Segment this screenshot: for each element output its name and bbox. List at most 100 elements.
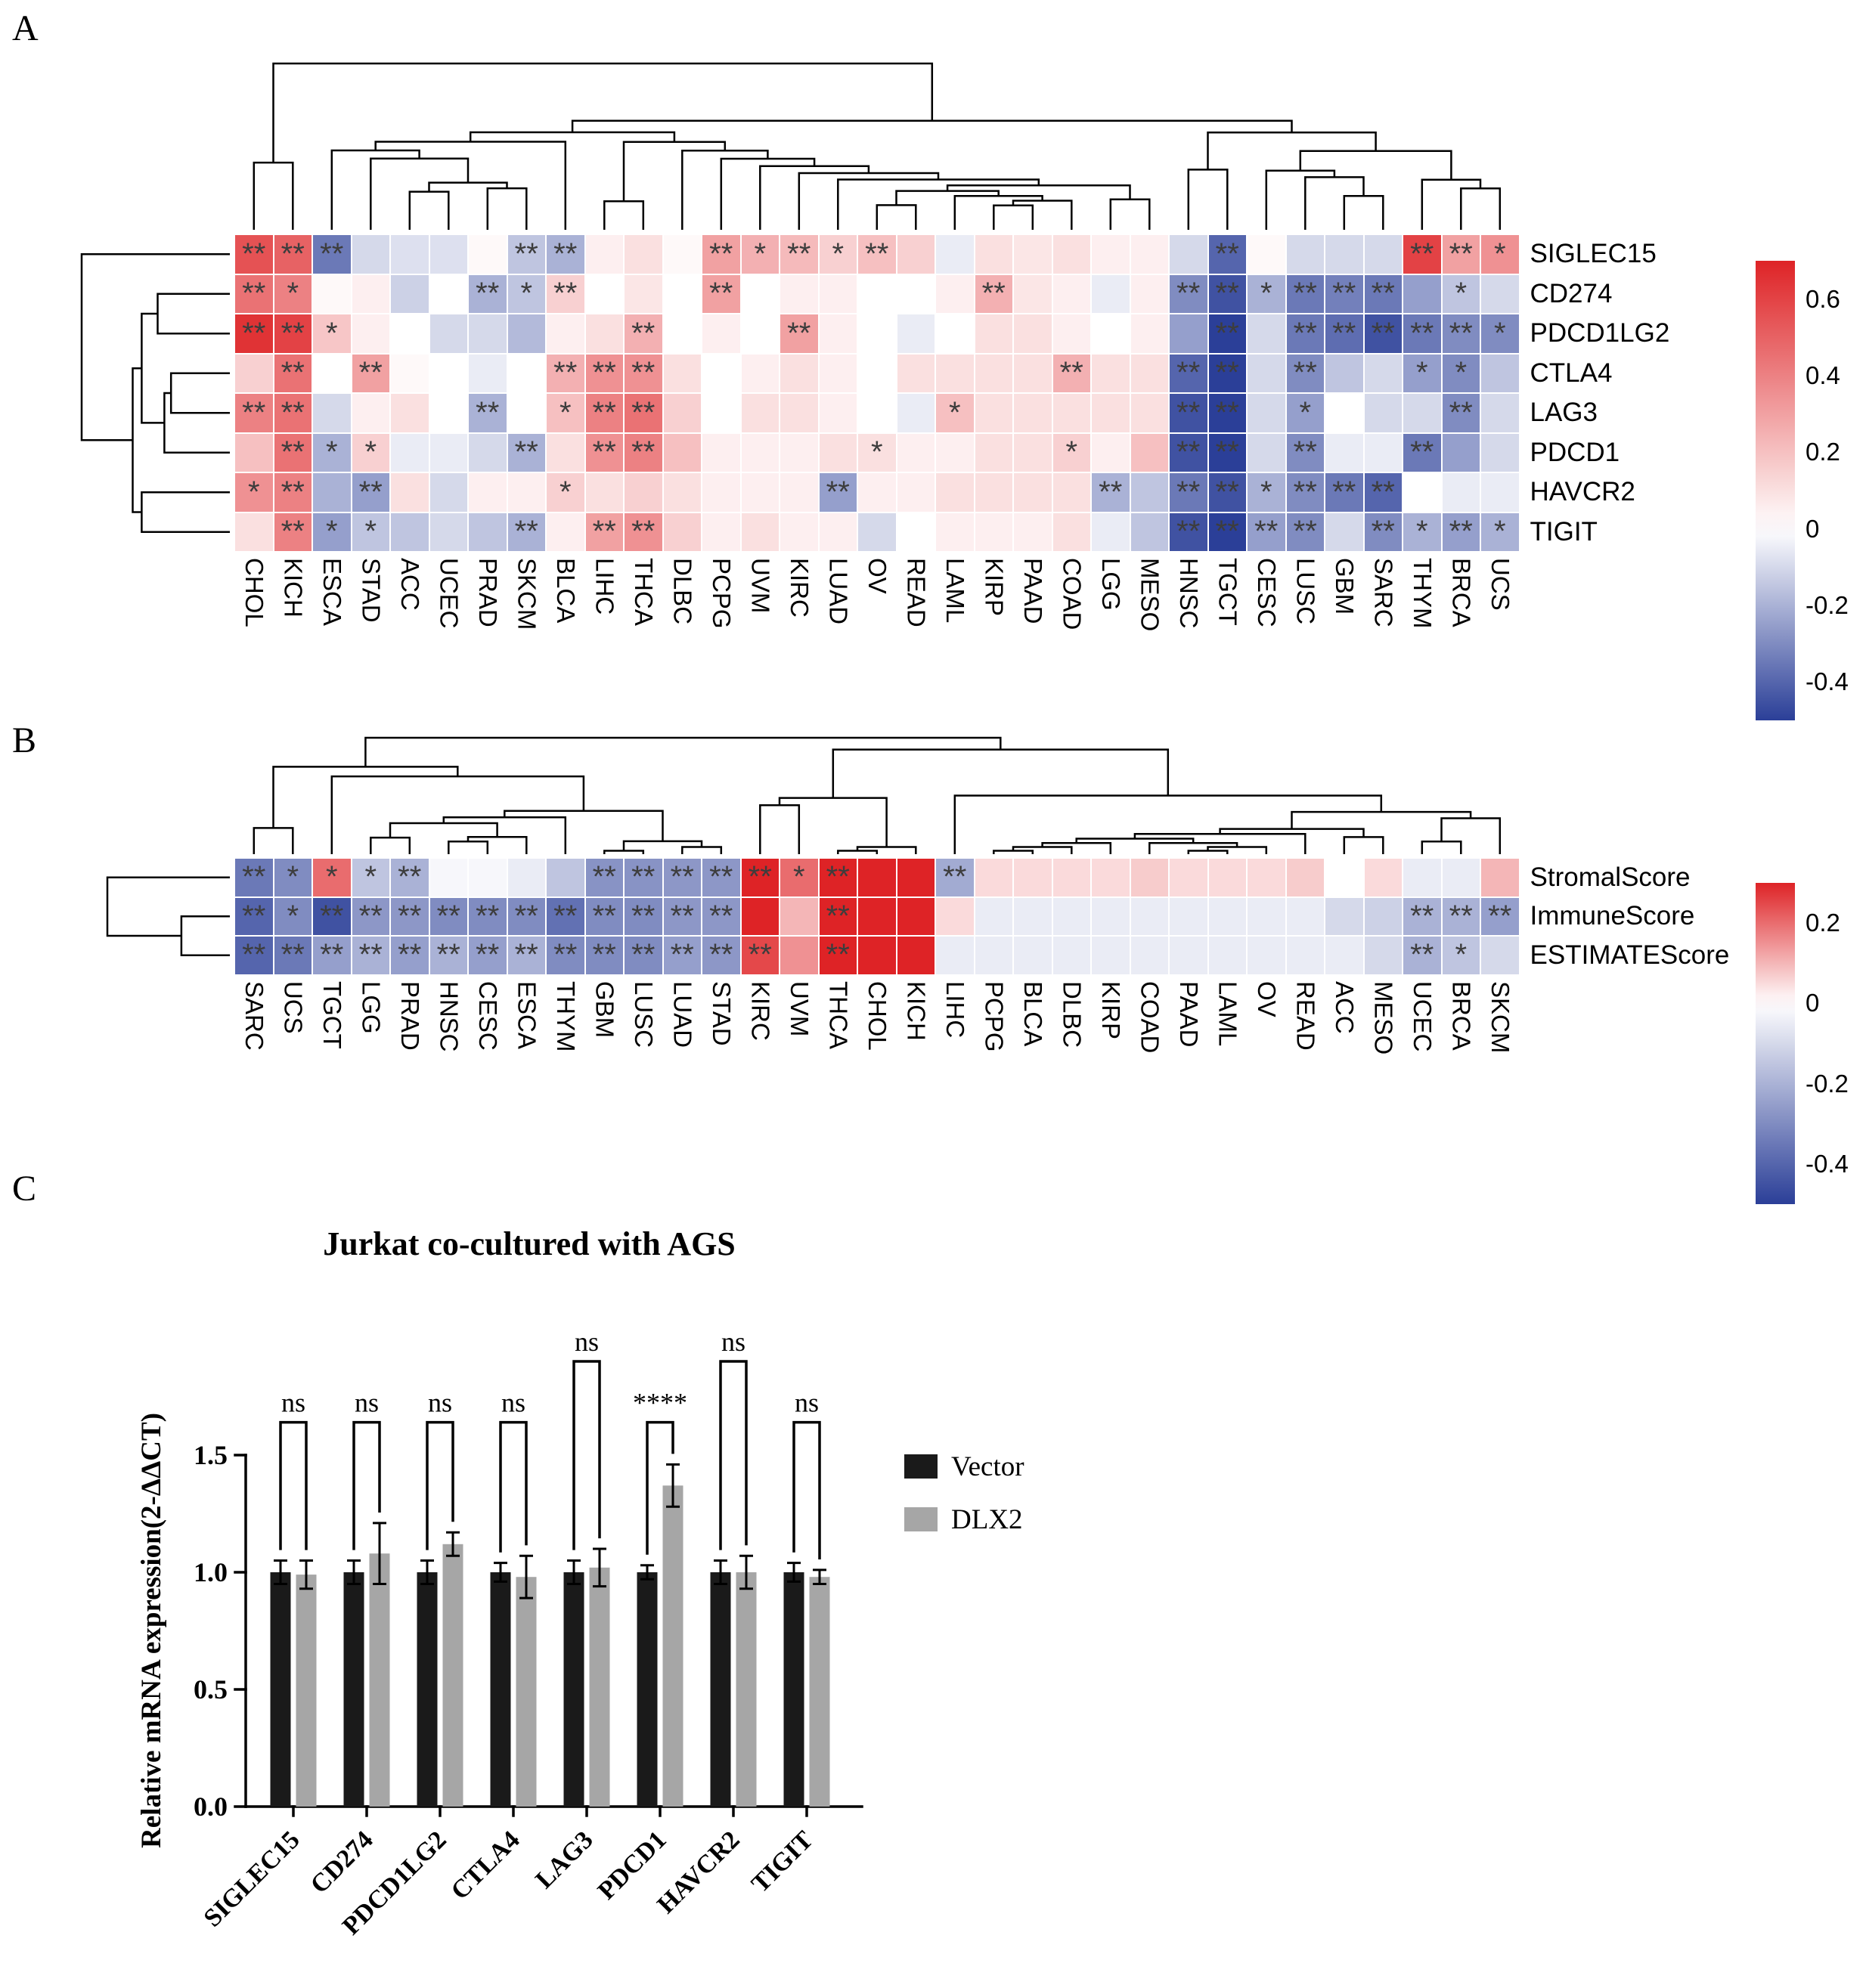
column-label-text: GBM [590, 980, 619, 1038]
heatmap-cell-TIGIT-PRAD [468, 512, 507, 552]
column-label-text: OV [863, 558, 891, 594]
heatmap-cell-TIGIT-SARC: ** [1363, 512, 1403, 552]
heatmap-cell-ESTIMATEScore-MESO [1363, 936, 1403, 975]
heatmap-cell-ImmuneScore-LAML [1207, 896, 1247, 936]
heatmap-cell-LAG3-CHOL: ** [234, 393, 274, 433]
heatmap-cell-PDCD1-HNSC: ** [1169, 432, 1208, 472]
bar-dlx2-CD274 [369, 1553, 390, 1807]
heatmap-cell-HAVCR2-ESCA [312, 472, 352, 512]
column-label-text: UCS [279, 980, 308, 1034]
heatmap-cell-TIGIT-DLBC [662, 512, 702, 552]
significance-marker: ** [709, 899, 733, 933]
significance-label: ns [428, 1388, 452, 1418]
heatmap-cell-ImmuneScore-CHOL [857, 896, 897, 936]
column-label-LGG: LGG [352, 981, 391, 1034]
heatmap-cell-SIGLEC15-LUAD: * [818, 234, 857, 274]
heatmap-cell-ESTIMATEScore-LUSC: ** [624, 936, 663, 975]
heatmap-cell-HAVCR2-MESO [1130, 472, 1169, 512]
heatmap-cell-TIGIT-CHOL [234, 512, 274, 552]
y-tick-label: 1.0 [194, 1557, 228, 1587]
heatmap-cell-SIGLEC15-COAD [1052, 234, 1091, 274]
column-label-HNSC: HNSC [1169, 558, 1208, 629]
row-label-LAG3: LAG3 [1530, 398, 1598, 428]
significance-marker: ** [242, 899, 266, 933]
significance-marker: * [792, 860, 805, 894]
significance-marker: ** [1332, 277, 1356, 311]
heatmap-cell-PDCD1LG2-LIHC [584, 314, 624, 354]
heatmap-cell-ESTIMATEScore-PRAD: ** [390, 936, 429, 975]
significance-marker: ** [1410, 938, 1434, 972]
bar-dlx2-TIGIT [809, 1577, 830, 1807]
significance-marker: ** [1215, 395, 1239, 429]
heatmap-cell-SIGLEC15-ESCA: ** [312, 234, 352, 274]
heatmap-cell-TIGIT-GBM [1325, 512, 1364, 552]
significance-marker: ** [281, 316, 305, 350]
significance-marker: ** [281, 515, 305, 549]
heatmap-cell-CD274-OV [857, 274, 897, 314]
column-label-text: UCEC [1408, 980, 1437, 1052]
significance-marker: ** [1215, 515, 1239, 549]
heatmap-cell-PDCD1LG2-THCA: ** [624, 314, 663, 354]
column-label-text: HNSC [435, 980, 463, 1052]
heatmap-cell-StromalScore-LUAD: ** [662, 858, 702, 897]
heatmap-cell-ImmuneScore-CESC: ** [468, 896, 507, 936]
heatmap-cell-HAVCR2-LIHC [584, 472, 624, 512]
colorbar-tick-label: 0.2 [1806, 909, 1840, 937]
significance-marker: ** [281, 475, 305, 509]
significance-marker: ** [709, 237, 733, 271]
column-label-text: THYM [551, 980, 580, 1052]
heatmap-cell-CD274-LUSC: ** [1285, 274, 1325, 314]
heatmap-cell-PDCD1-UCEC [429, 432, 468, 472]
heatmap-cell-ESTIMATEScore-PAAD [1169, 936, 1208, 975]
heatmap-cell-SIGLEC15-CESC [1247, 234, 1286, 274]
column-label-TGCT: TGCT [1208, 558, 1248, 626]
bar-dlx2-CTLA4 [516, 1577, 537, 1807]
heatmap-cell-SIGLEC15-HNSC [1169, 234, 1208, 274]
heatmap-cell-PDCD1LG2-UCEC [429, 314, 468, 354]
significance-marker: ** [865, 237, 889, 271]
heatmap-cell-TIGIT-HNSC: ** [1169, 512, 1208, 552]
column-label-text: CHOL [240, 558, 268, 627]
heatmap-cell-LAG3-UCS [1480, 393, 1520, 433]
column-label-LAML: LAML [935, 558, 975, 623]
significance-marker: ** [1488, 899, 1512, 933]
heatmap-cell-SIGLEC15-BRCA: ** [1441, 234, 1480, 274]
heatmap-cell-CD274-ESCA [312, 274, 352, 314]
heatmap-cell-CD274-COAD [1052, 274, 1091, 314]
significance-marker: ** [1215, 316, 1239, 350]
panel-a-row-labels: SIGLEC15 CD274 PDCD1LG2 CTLA4 LAG3 PDCD1 HAVCR… [1530, 234, 1670, 552]
heatmap-cell-PDCD1LG2-HNSC [1169, 314, 1208, 354]
heatmap-cell-CD274-THCA [624, 274, 663, 314]
column-label-KIRC: KIRC [741, 981, 780, 1041]
heatmap-cell-LAG3-UCEC [429, 393, 468, 433]
column-label-LGG: LGG [1091, 558, 1130, 611]
panel-b-column-dendrogram [253, 736, 1502, 854]
heatmap-cell-ESTIMATEScore-TGCT: ** [312, 936, 352, 975]
column-label-LUAD: LUAD [819, 558, 858, 624]
significance-marker: ** [1176, 475, 1201, 509]
column-label-text: PAAD [1018, 558, 1047, 624]
heatmap-cell-HAVCR2-KIRC [780, 472, 819, 512]
heatmap-cell-HAVCR2-THYM [1403, 472, 1442, 512]
significance-marker: ** [1371, 316, 1395, 350]
column-label-text: KIRP [1096, 980, 1125, 1039]
significance-marker: ** [1293, 277, 1317, 311]
heatmap-cell-PDCD1-UVM [740, 432, 780, 472]
column-label-text: LUAD [668, 980, 697, 1048]
heatmap-cell-PDCD1-DLBC [662, 432, 702, 472]
heatmap-cell-StromalScore-CESC [468, 858, 507, 897]
heatmap-cell-StromalScore-OV [1247, 858, 1286, 897]
heatmap-cell-PDCD1LG2-LUAD [818, 314, 857, 354]
column-label-COAD: COAD [1130, 981, 1170, 1053]
column-label-UCEC: UCEC [429, 558, 469, 629]
heatmap-cell-TIGIT-KIRC [780, 512, 819, 552]
significance-marker: ** [1449, 899, 1473, 933]
significance-marker: ** [631, 938, 656, 972]
heatmap-cell-TIGIT-CESC: ** [1247, 512, 1286, 552]
heatmap-cell-ImmuneScore-MESO [1363, 896, 1403, 936]
heatmap-cell-PDCD1LG2-LGG [1091, 314, 1130, 354]
heatmap-cell-ImmuneScore-THYM: ** [546, 896, 585, 936]
significance-marker: ** [787, 237, 811, 271]
heatmap-cell-StromalScore-PRAD: ** [390, 858, 429, 897]
significance-bracket [572, 1360, 601, 1550]
